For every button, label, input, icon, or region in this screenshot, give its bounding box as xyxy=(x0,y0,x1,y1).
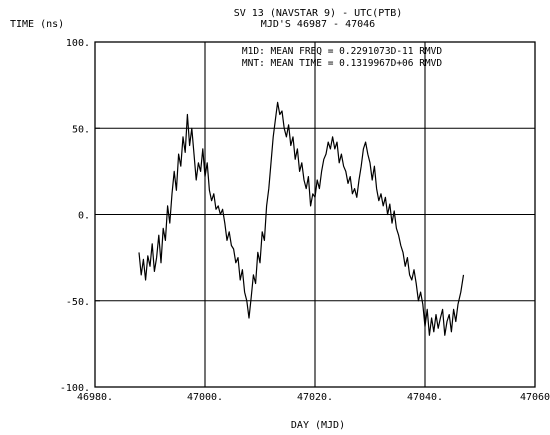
y-tick-label: -50. xyxy=(66,297,90,308)
y-tick-label: 100. xyxy=(66,38,90,49)
chart-title: SV 13 (NAVSTAR 9) - UTC(PTB) xyxy=(234,8,403,19)
axis-ticks: 46980. 47000. 47020. 47040. 47060 100. 50. 0. -5… xyxy=(60,38,550,403)
y-tick-label: 0. xyxy=(78,211,90,222)
grid-lines xyxy=(95,42,535,387)
x-tick-label: 47060 xyxy=(520,392,550,403)
y-tick-label: -100. xyxy=(60,383,90,394)
series-layer xyxy=(138,101,465,336)
y-tick-label: 50. xyxy=(72,124,90,135)
x-tick-label: 46980. xyxy=(77,392,113,403)
annotation-mean-freq: M1D: MEAN FREQ = 0.2291073D-11 RMVD xyxy=(242,46,442,57)
y-axis-label: TIME (ns) xyxy=(10,19,64,30)
chart-subtitle: MJD'S 46987 - 47046 xyxy=(261,19,375,30)
x-tick-label: 47020. xyxy=(297,392,333,403)
x-tick-label: 47000. xyxy=(187,392,223,403)
series-line xyxy=(138,101,465,336)
x-axis-label: DAY (MJD) xyxy=(291,420,345,431)
annotation-mean-time: MNT: MEAN TIME = 0.1319967D+06 RMVD xyxy=(242,58,442,69)
x-tick-label: 47040. xyxy=(407,392,443,403)
